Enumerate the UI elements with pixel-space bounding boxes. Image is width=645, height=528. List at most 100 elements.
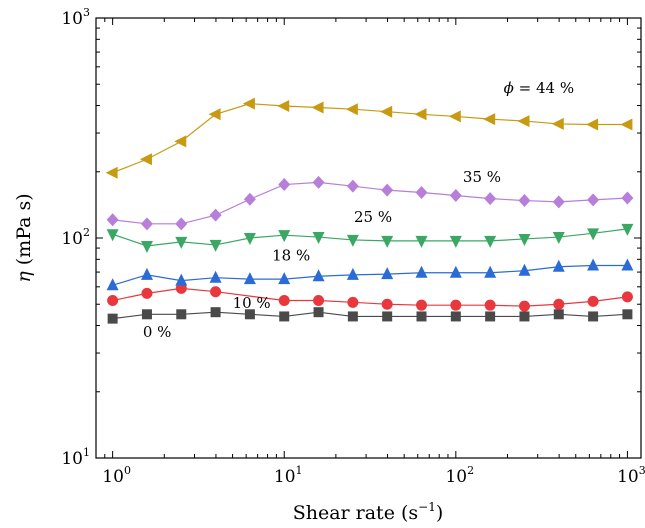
data-point — [381, 267, 394, 280]
data-point — [518, 300, 530, 312]
axis-ticks — [95, 17, 641, 459]
data-point — [141, 309, 152, 320]
data-point — [175, 236, 188, 249]
series-line — [112, 287, 628, 307]
series-4 — [106, 175, 634, 231]
data-point — [346, 179, 359, 193]
data-point — [347, 296, 359, 308]
data-point — [552, 232, 565, 245]
series-line — [112, 264, 628, 286]
data-point — [517, 115, 530, 128]
data-point — [243, 272, 256, 285]
y-tick-label: 103 — [61, 6, 90, 29]
data-point — [106, 278, 119, 291]
data-point — [209, 239, 222, 252]
data-point — [484, 299, 496, 311]
data-point — [553, 298, 565, 310]
y-tick-label: 102 — [61, 226, 90, 249]
series-line — [112, 103, 628, 174]
series-0 — [107, 307, 633, 324]
x-tick-label: 100 — [102, 464, 131, 487]
series-label: ϕ = 44 % — [504, 79, 574, 97]
data-point — [587, 258, 600, 271]
data-point — [346, 234, 359, 247]
data-point — [242, 97, 255, 110]
data-point — [483, 113, 496, 126]
data-point — [621, 191, 634, 205]
data-point — [519, 311, 530, 322]
data-point — [140, 217, 153, 231]
data-point — [312, 269, 325, 282]
data-point — [586, 118, 599, 131]
data-point — [174, 135, 187, 148]
data-point — [551, 117, 564, 130]
x-tick-label: 102 — [445, 464, 474, 487]
series-line — [112, 311, 628, 320]
data-point — [243, 192, 256, 206]
data-point — [347, 311, 358, 322]
data-point — [345, 103, 358, 116]
series-3 — [106, 223, 634, 253]
data-point — [484, 265, 497, 278]
data-point — [107, 313, 118, 324]
data-point — [278, 230, 291, 243]
data-point — [587, 193, 600, 207]
series-line — [112, 228, 628, 247]
data-point — [312, 175, 325, 189]
tick-labels: 100 101 102 103 101 102 103 — [61, 6, 645, 487]
data-point — [278, 272, 291, 285]
data-point — [139, 153, 152, 166]
data-point — [485, 311, 496, 322]
y-tick-label: 101 — [61, 446, 90, 469]
data-point — [107, 294, 119, 306]
data-point — [141, 287, 153, 299]
data-point — [346, 267, 359, 280]
data-point — [620, 118, 633, 131]
y-axis-title: η (mPa s) — [13, 193, 35, 282]
data-point — [449, 265, 462, 278]
data-point — [415, 185, 428, 199]
data-point — [382, 311, 393, 322]
data-point — [450, 311, 461, 322]
data-point — [105, 166, 118, 179]
data-point — [106, 213, 119, 227]
data-point — [518, 194, 531, 208]
data-point — [621, 291, 633, 303]
data-point — [484, 192, 497, 206]
data-point — [587, 228, 600, 241]
data-point — [313, 294, 325, 306]
x-tick-label: 103 — [617, 464, 645, 487]
data-point — [278, 294, 290, 306]
series-label: 10 % — [233, 294, 271, 312]
data-point — [621, 258, 634, 271]
data-point — [381, 183, 394, 197]
data-point — [449, 235, 462, 248]
data-point — [552, 195, 565, 209]
data-point — [380, 105, 393, 118]
data-point — [176, 309, 187, 320]
data-point — [415, 235, 428, 248]
data-point — [208, 108, 221, 121]
data-point — [587, 295, 599, 307]
series-1 — [107, 282, 633, 312]
series-label: 18 % — [272, 247, 310, 265]
series-line — [112, 181, 628, 225]
data-point — [552, 259, 565, 272]
data-point — [588, 311, 599, 322]
data-point — [415, 265, 428, 278]
series-layer — [105, 97, 634, 324]
data-point — [209, 270, 222, 283]
data-point — [484, 235, 497, 248]
series-2 — [106, 258, 634, 291]
data-point — [278, 178, 291, 192]
data-point — [416, 311, 427, 322]
x-axis-title: Shear rate (s−1) — [293, 500, 444, 524]
data-point — [414, 108, 427, 121]
data-point — [381, 298, 393, 310]
data-point — [140, 240, 153, 253]
data-point — [140, 267, 153, 280]
data-point — [210, 307, 221, 318]
x-tick-label: 101 — [274, 464, 303, 487]
series-label: 25 % — [354, 208, 392, 226]
